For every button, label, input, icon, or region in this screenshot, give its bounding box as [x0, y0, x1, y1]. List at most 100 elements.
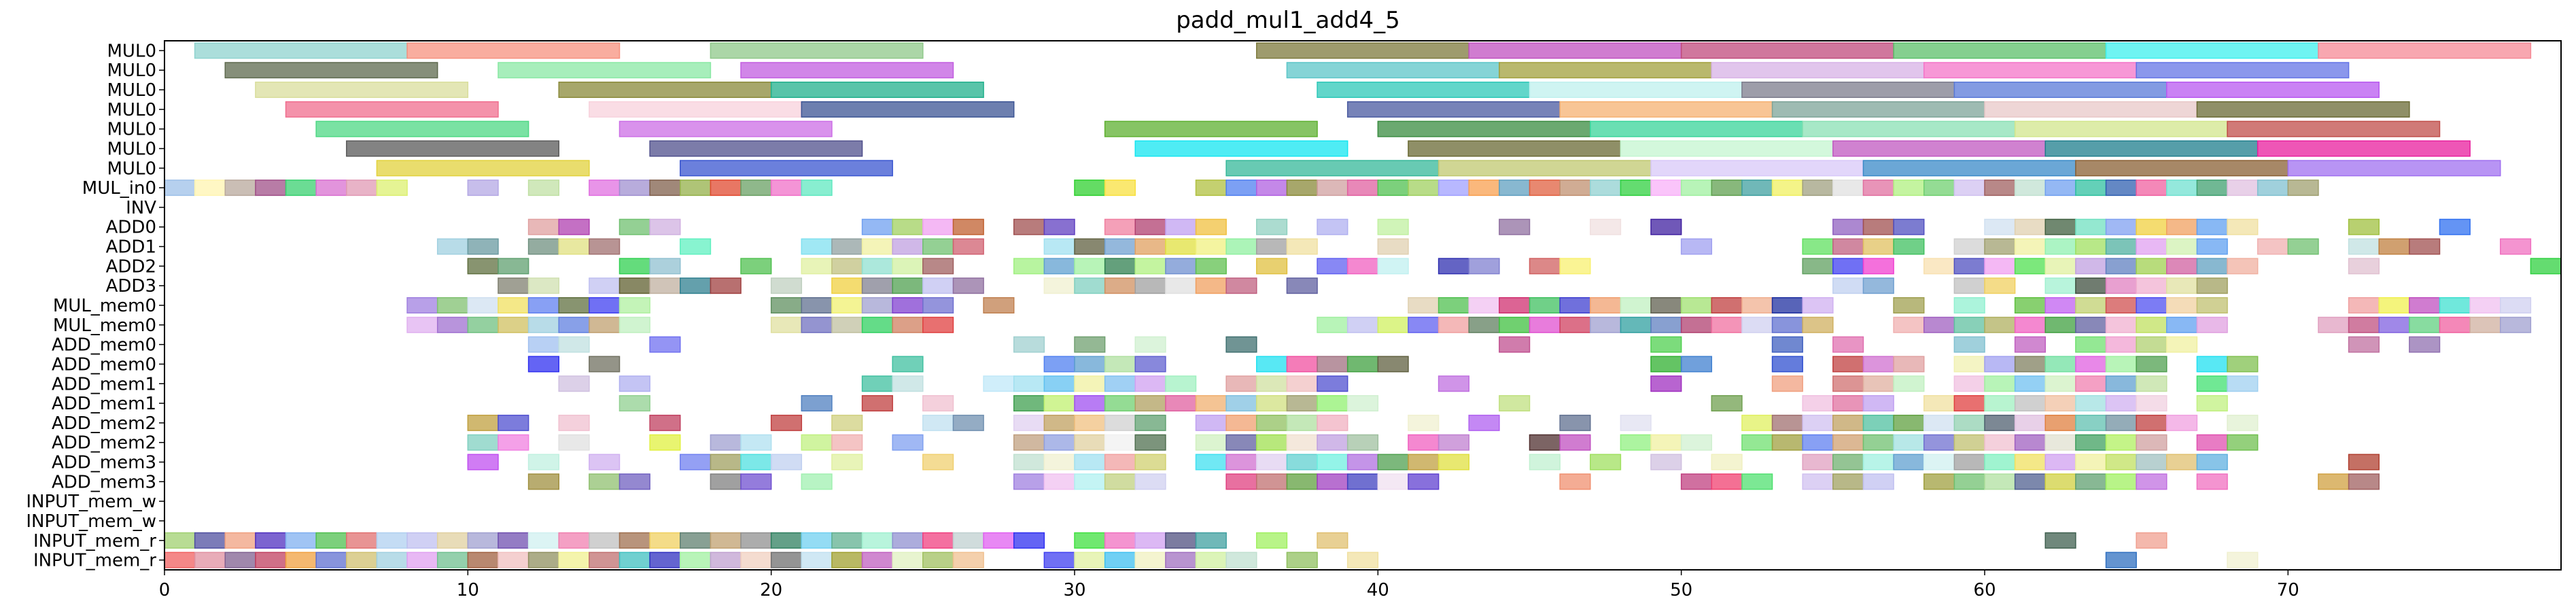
- task-bar: [1286, 238, 1318, 255]
- task-bar: [255, 82, 469, 99]
- row-label: MUL0: [107, 120, 157, 140]
- row-label: MUL0: [107, 80, 157, 101]
- task-bar: [1680, 180, 1713, 197]
- task-bar: [1408, 140, 1622, 157]
- task-bar: [1953, 277, 1985, 294]
- task-bar: [2014, 434, 2046, 451]
- task-bar: [831, 551, 863, 568]
- task-bar: [680, 160, 893, 177]
- task-bar: [2469, 316, 2501, 333]
- task-bar: [376, 551, 408, 568]
- task-bar: [619, 532, 650, 549]
- task-bar: [2105, 375, 2137, 392]
- task-bar: [1134, 258, 1166, 275]
- task-bar: [1923, 180, 1955, 197]
- task-bar: [498, 62, 712, 79]
- task-bar: [770, 414, 803, 431]
- task-bar: [1104, 277, 1136, 294]
- task-bar: [2409, 297, 2441, 313]
- row-label: ADD_mem0: [52, 354, 156, 375]
- task-bar: [2075, 180, 2107, 197]
- task-bar: [1074, 375, 1106, 392]
- task-bar: [1165, 277, 1197, 294]
- task-bar: [892, 297, 924, 313]
- task-bar: [224, 62, 438, 79]
- task-bar: [740, 180, 772, 197]
- task-bar: [2227, 120, 2441, 137]
- task-bar: [2075, 160, 2289, 177]
- task-bar: [406, 551, 438, 568]
- task-bar: [1589, 120, 1803, 137]
- task-bar: [1499, 395, 1531, 412]
- task-bar: [1620, 180, 1652, 197]
- task-bar: [1256, 473, 1288, 490]
- task-bar: [1104, 238, 1136, 255]
- task-bar: [2044, 532, 2076, 549]
- task-bar: [1862, 258, 1894, 275]
- task-bar: [2227, 434, 2259, 451]
- x-tick-label: 10: [457, 580, 479, 600]
- task-bar: [2075, 258, 2107, 275]
- task-bar: [619, 120, 833, 137]
- task-bar: [2318, 42, 2532, 59]
- task-bar: [619, 551, 650, 568]
- task-bar: [1104, 375, 1136, 392]
- task-bar: [2196, 258, 2228, 275]
- task-bar: [498, 532, 529, 549]
- task-bar: [2014, 454, 2046, 471]
- task-bar: [2136, 414, 2168, 431]
- task-bar: [1953, 434, 1985, 451]
- task-bar: [892, 316, 924, 333]
- task-bar: [1832, 395, 1864, 412]
- task-bar: [1529, 180, 1561, 197]
- task-bar: [740, 532, 772, 549]
- task-bar: [1650, 160, 1864, 177]
- task-bar: [1377, 218, 1409, 235]
- task-bar: [1346, 101, 1561, 118]
- task-bar: [770, 297, 803, 313]
- task-bar: [2136, 336, 2168, 353]
- task-bar: [710, 532, 742, 549]
- task-bar: [2014, 218, 2046, 235]
- task-bar: [1317, 414, 1348, 431]
- task-bar: [2166, 82, 2380, 99]
- task-bar: [1529, 316, 1561, 333]
- task-bar: [1862, 414, 1894, 431]
- task-bar: [2136, 532, 2168, 549]
- task-bar: [2044, 316, 2076, 333]
- task-bar: [1043, 395, 1075, 412]
- task-bar: [1438, 316, 1469, 333]
- task-bar: [315, 532, 347, 549]
- task-bar: [1589, 297, 1622, 313]
- task-bar: [589, 101, 803, 118]
- task-bar: [2378, 238, 2410, 255]
- task-bar: [224, 180, 256, 197]
- task-bar: [2196, 454, 2228, 471]
- task-bar: [1195, 395, 1227, 412]
- task-bar: [1438, 434, 1469, 451]
- task-bar: [1589, 454, 1622, 471]
- task-bar: [1286, 277, 1318, 294]
- task-bar: [801, 473, 833, 490]
- task-bar: [1680, 42, 1894, 59]
- task-bar: [1802, 473, 1834, 490]
- task-bar: [1741, 434, 1773, 451]
- task-bar: [1165, 375, 1197, 392]
- task-bar: [1832, 375, 1864, 392]
- task-bar: [1286, 473, 1318, 490]
- task-bar: [1741, 414, 1773, 431]
- task-bar: [2014, 395, 2046, 412]
- task-bar: [1984, 375, 2016, 392]
- task-bar: [2196, 180, 2228, 197]
- task-bar: [1923, 258, 1955, 275]
- task-bar: [649, 218, 681, 235]
- task-bar: [1195, 414, 1227, 431]
- task-bar: [1256, 180, 1288, 197]
- task-bar: [1771, 434, 1803, 451]
- task-bar: [1711, 297, 1743, 313]
- task-bar: [1529, 258, 1561, 275]
- task-bar: [1195, 532, 1227, 549]
- task-bar: [892, 532, 924, 549]
- task-bar: [376, 160, 590, 177]
